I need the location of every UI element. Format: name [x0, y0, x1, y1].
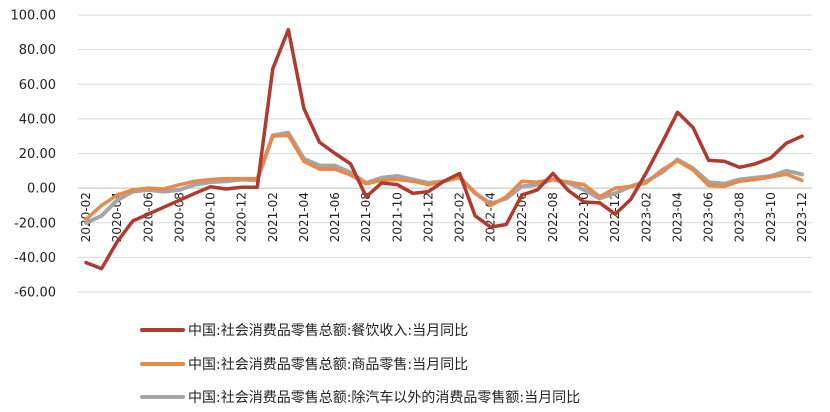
x-tick-label: 2023-06	[702, 192, 716, 242]
legend-label: 中国:社会消费品零售总额:商品零售:当月同比	[188, 357, 468, 373]
legend-label: 中国:社会消费品零售总额:餐饮收入:当月同比	[188, 323, 468, 339]
x-tick-label: 2022-08	[546, 192, 560, 242]
x-tick-label: 2022-06	[515, 192, 529, 242]
x-tick-label: 2020-10	[204, 192, 218, 242]
x-tick-label: 2020-12	[235, 192, 249, 242]
y-tick-label: 40.00	[19, 112, 56, 127]
x-tick-label: 2022-10	[577, 192, 591, 242]
legend: 中国:社会消费品零售总额:餐饮收入:当月同比中国:社会消费品零售总额:商品零售:…	[140, 323, 580, 406]
x-tick-label: 2023-02	[639, 192, 653, 242]
series-line-2	[84, 130, 804, 225]
x-tick-label: 2021-08	[359, 192, 373, 242]
x-tick-label: 2022-02	[453, 192, 467, 242]
y-tick-label: -40.00	[14, 251, 56, 266]
series-line-0	[84, 27, 804, 271]
series-line-1	[84, 133, 804, 222]
y-tick-label: 0.00	[27, 182, 56, 197]
y-tick-label: -20.00	[14, 216, 56, 231]
y-tick-label: 20.00	[19, 147, 56, 162]
x-tick-label: 2021-06	[328, 192, 342, 242]
x-tick-label: 2023-04	[670, 192, 684, 242]
y-tick-label: 60.00	[19, 78, 56, 93]
x-tick-label: 2023-12	[795, 192, 809, 242]
legend-label: 中国:社会消费品零售总额:除汽车以外的消费品零售额:当月同比	[188, 389, 580, 406]
gridlines	[78, 14, 812, 293]
x-tick-label: 2023-10	[764, 192, 778, 242]
x-tick-label: 2021-04	[297, 192, 311, 242]
x-tick-label: 2023-08	[733, 192, 747, 242]
x-tick-label: 2021-12	[421, 192, 435, 242]
y-tick-label: 80.00	[19, 43, 56, 58]
y-axis-ticks: 100.00 80.00 60.00 40.00 20.00 0.00 -20.00 -40.…	[11, 9, 57, 301]
y-tick-label: 100.00	[11, 9, 57, 24]
x-tick-label: 2022-12	[608, 192, 622, 242]
y-tick-label: -60.00	[14, 286, 56, 301]
x-axis-ticks: 2020-02 2020-04 2020-06 2020-08 2020-10 2020-…	[79, 192, 809, 242]
x-tick-label: 2020-06	[141, 192, 155, 242]
x-tick-label: 2020-08	[172, 192, 186, 242]
series-lines	[84, 27, 804, 271]
x-tick-label: 2021-10	[390, 192, 404, 242]
x-tick-label: 2021-02	[266, 192, 280, 242]
